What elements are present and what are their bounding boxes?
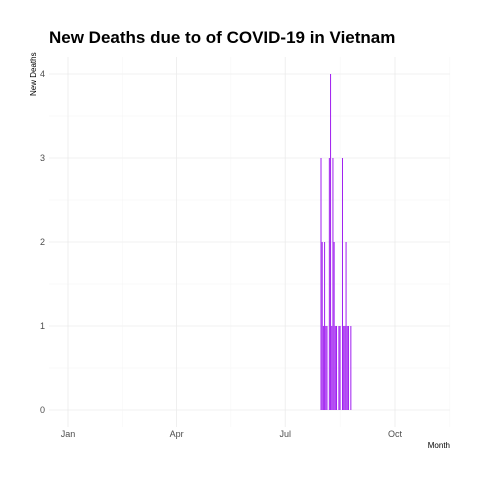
bar — [322, 326, 324, 410]
y-tick-label: 2 — [40, 237, 45, 247]
y-tick-label: 1 — [40, 321, 45, 331]
y-tick-labels: 0 1 2 3 4 — [40, 69, 45, 415]
bar — [341, 158, 343, 410]
grid — [49, 57, 451, 427]
y-axis-label: New Deaths — [29, 52, 38, 96]
x-tick-labels: Jan Apr Jul Oct — [61, 429, 403, 439]
y-tick-label: 4 — [40, 69, 45, 79]
x-axis-label: Month — [428, 441, 450, 450]
bar — [343, 326, 345, 410]
y-tick-label: 3 — [40, 153, 45, 163]
x-tick-label: Jul — [279, 429, 291, 439]
y-tick-label: 0 — [40, 405, 45, 415]
bar — [320, 158, 322, 410]
bar — [345, 242, 347, 410]
x-tick-label: Jan — [61, 429, 76, 439]
bar — [339, 326, 341, 410]
bar — [350, 326, 352, 410]
bar — [330, 74, 332, 410]
bar — [321, 242, 323, 410]
bar — [333, 242, 335, 410]
bar — [347, 326, 349, 410]
chart-title: New Deaths due to of COVID-19 in Vietnam — [49, 28, 395, 47]
bar — [346, 326, 348, 410]
bar — [326, 326, 328, 410]
bar — [325, 326, 327, 410]
bar — [336, 326, 338, 410]
x-tick-label: Oct — [388, 429, 403, 439]
x-tick-label: Apr — [170, 429, 184, 439]
bar — [324, 242, 326, 410]
bar — [334, 326, 336, 410]
bar — [338, 326, 340, 410]
bar — [331, 326, 333, 410]
bar — [344, 326, 346, 410]
bar — [332, 158, 334, 410]
bars — [320, 74, 352, 410]
bar — [328, 158, 330, 410]
